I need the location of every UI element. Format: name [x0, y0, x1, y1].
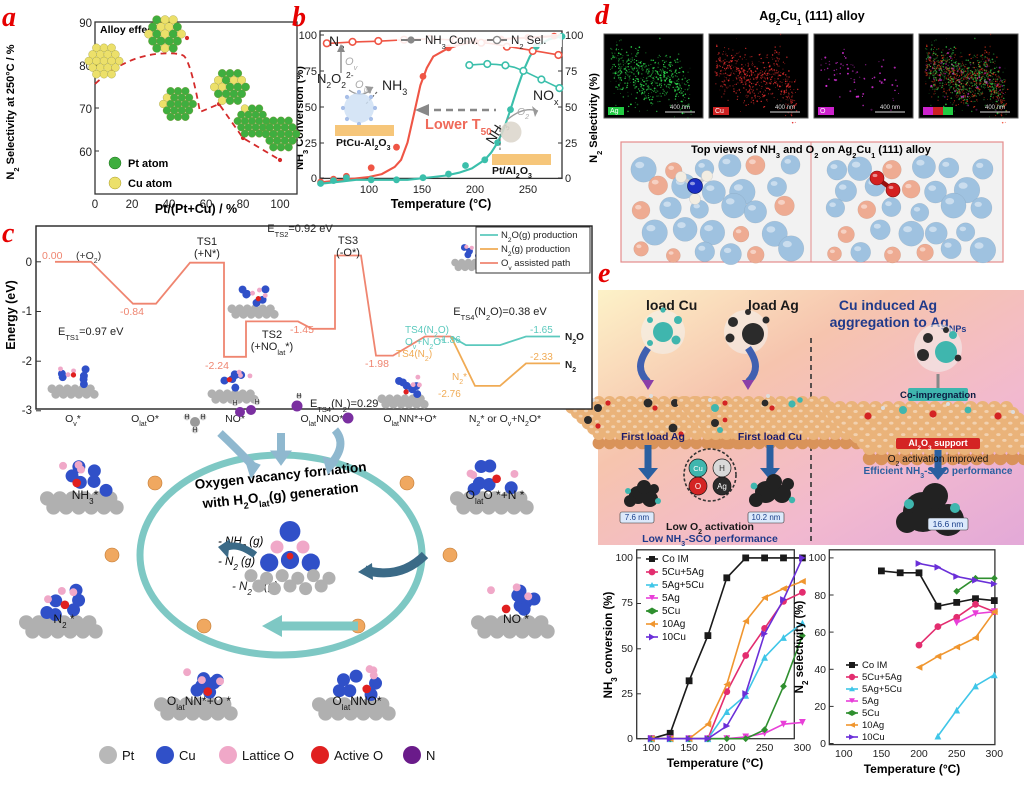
- svg-text:Ag: Ag: [717, 482, 727, 491]
- svg-text:20: 20: [126, 199, 139, 211]
- svg-text:60: 60: [814, 627, 826, 639]
- svg-text:0: 0: [311, 173, 317, 185]
- svg-text:First load Ag: First load Ag: [621, 431, 685, 443]
- svg-text:0: 0: [92, 199, 98, 211]
- svg-text:First load Cu: First load Cu: [738, 431, 802, 443]
- svg-text:150: 150: [873, 748, 891, 760]
- svg-text:400 nm: 400 nm: [880, 105, 900, 111]
- svg-text:5Cu+5Ag: 5Cu+5Ag: [862, 672, 902, 683]
- svg-text:250: 250: [519, 184, 537, 196]
- svg-text:Temperature (°C): Temperature (°C): [667, 756, 764, 770]
- svg-text:20: 20: [814, 701, 826, 713]
- svg-text:200: 200: [910, 748, 928, 760]
- svg-text:25: 25: [621, 688, 633, 700]
- svg-text:Cu induced Ag: Cu induced Ag: [839, 297, 937, 313]
- svg-text:200: 200: [718, 742, 736, 754]
- svg-text:100: 100: [270, 199, 289, 211]
- svg-text:10Cu: 10Cu: [662, 632, 686, 643]
- svg-text:Co-impregnation: Co-impregnation: [900, 390, 976, 401]
- svg-text:5Ag+5Cu: 5Ag+5Cu: [862, 684, 902, 695]
- svg-text:90: 90: [79, 18, 92, 30]
- svg-text:H: H: [254, 399, 259, 406]
- svg-text:Co IM: Co IM: [862, 660, 887, 671]
- svg-text:7.6 nm: 7.6 nm: [625, 513, 650, 522]
- svg-text:N2 Selectivity (%): N2 Selectivity (%): [588, 73, 604, 163]
- svg-text:150: 150: [680, 742, 698, 754]
- svg-text:Cu: Cu: [179, 748, 196, 763]
- svg-text:400 nm: 400 nm: [775, 105, 795, 111]
- svg-text:75: 75: [305, 66, 317, 78]
- svg-text:10Cu: 10Cu: [862, 732, 885, 743]
- svg-text:16.6 nm: 16.6 nm: [933, 519, 964, 529]
- svg-text:50: 50: [565, 102, 577, 114]
- svg-text:0: 0: [820, 738, 826, 750]
- svg-text:75: 75: [621, 597, 633, 609]
- svg-text:75: 75: [565, 66, 577, 78]
- svg-text:5Cu: 5Cu: [862, 708, 879, 719]
- svg-text:400 nm: 400 nm: [670, 105, 690, 111]
- svg-text:5Ag: 5Ag: [662, 593, 680, 604]
- svg-text:O: O: [695, 482, 701, 491]
- svg-text:250: 250: [948, 748, 966, 760]
- svg-text:70: 70: [79, 104, 92, 116]
- svg-text:H: H: [719, 464, 725, 473]
- svg-text:load Ag: load Ag: [748, 297, 799, 313]
- svg-text:10Ag: 10Ag: [662, 619, 685, 630]
- svg-text:0: 0: [565, 173, 571, 185]
- svg-text:150: 150: [413, 184, 431, 196]
- svg-text:Temperature (°C): Temperature (°C): [391, 197, 492, 211]
- svg-text:400 nm: 400 nm: [985, 105, 1005, 111]
- svg-text:100: 100: [835, 748, 853, 760]
- svg-text:N: N: [426, 748, 435, 763]
- svg-text:NH3 conversion (%): NH3 conversion (%): [603, 591, 619, 698]
- svg-text:200: 200: [466, 184, 484, 196]
- svg-text:Cu: Cu: [693, 464, 703, 473]
- svg-text:Co IM: Co IM: [662, 554, 689, 565]
- svg-text:Pt atom: Pt atom: [128, 158, 169, 170]
- svg-text:100: 100: [565, 30, 583, 42]
- svg-text:100: 100: [643, 742, 661, 754]
- svg-text:NO *: NO *: [503, 612, 529, 626]
- svg-text:Cu: Cu: [715, 108, 724, 115]
- svg-text:O: O: [820, 108, 826, 115]
- svg-text:H: H: [232, 400, 237, 407]
- svg-text:H: H: [192, 427, 197, 434]
- svg-text:50: 50: [621, 643, 633, 655]
- svg-text:50: 50: [305, 102, 317, 114]
- svg-text:H: H: [184, 414, 189, 421]
- svg-text:100: 100: [615, 552, 633, 564]
- svg-text:H: H: [200, 414, 205, 421]
- svg-text:Active O: Active O: [334, 748, 383, 763]
- svg-text:N2 Selectivity at 250°C / %: N2 Selectivity at 250°C / %: [5, 44, 21, 179]
- svg-text:10.2 nm: 10.2 nm: [752, 513, 781, 522]
- svg-text:5Ag: 5Ag: [862, 696, 879, 707]
- svg-text:25: 25: [305, 138, 317, 150]
- svg-text:5Cu+5Ag: 5Cu+5Ag: [662, 567, 704, 578]
- svg-text:300: 300: [986, 748, 1004, 760]
- svg-text:5Cu: 5Cu: [662, 606, 680, 617]
- svg-text:Ag: Ag: [610, 108, 619, 115]
- svg-text:25: 25: [565, 138, 577, 150]
- svg-text:- N2 (g): - N2 (g): [218, 556, 255, 572]
- svg-text:0: 0: [627, 733, 633, 745]
- svg-text:Pt/(Pt+Cu) / %: Pt/(Pt+Cu) / %: [155, 202, 237, 216]
- svg-text:Cu atom: Cu atom: [128, 178, 172, 190]
- svg-text:Temperature (°C): Temperature (°C): [864, 762, 961, 776]
- svg-text:Pt: Pt: [122, 748, 135, 763]
- svg-text:Lattice O: Lattice O: [242, 748, 294, 763]
- svg-text:300: 300: [794, 742, 812, 754]
- svg-text:40: 40: [814, 664, 826, 676]
- svg-text:80: 80: [237, 199, 250, 211]
- svg-text:100: 100: [360, 184, 378, 196]
- svg-text:100: 100: [808, 552, 826, 564]
- svg-text:10Ag: 10Ag: [862, 720, 884, 731]
- svg-text:60: 60: [79, 147, 92, 159]
- svg-text:5Ag+5Cu: 5Ag+5Cu: [662, 580, 704, 591]
- svg-text:Ag2Cu1 (111) alloy: Ag2Cu1 (111) alloy: [759, 9, 865, 27]
- svg-text:H: H: [296, 393, 301, 400]
- svg-text:load Cu: load Cu: [646, 297, 697, 313]
- svg-text:80: 80: [814, 590, 826, 602]
- svg-text:250: 250: [756, 742, 774, 754]
